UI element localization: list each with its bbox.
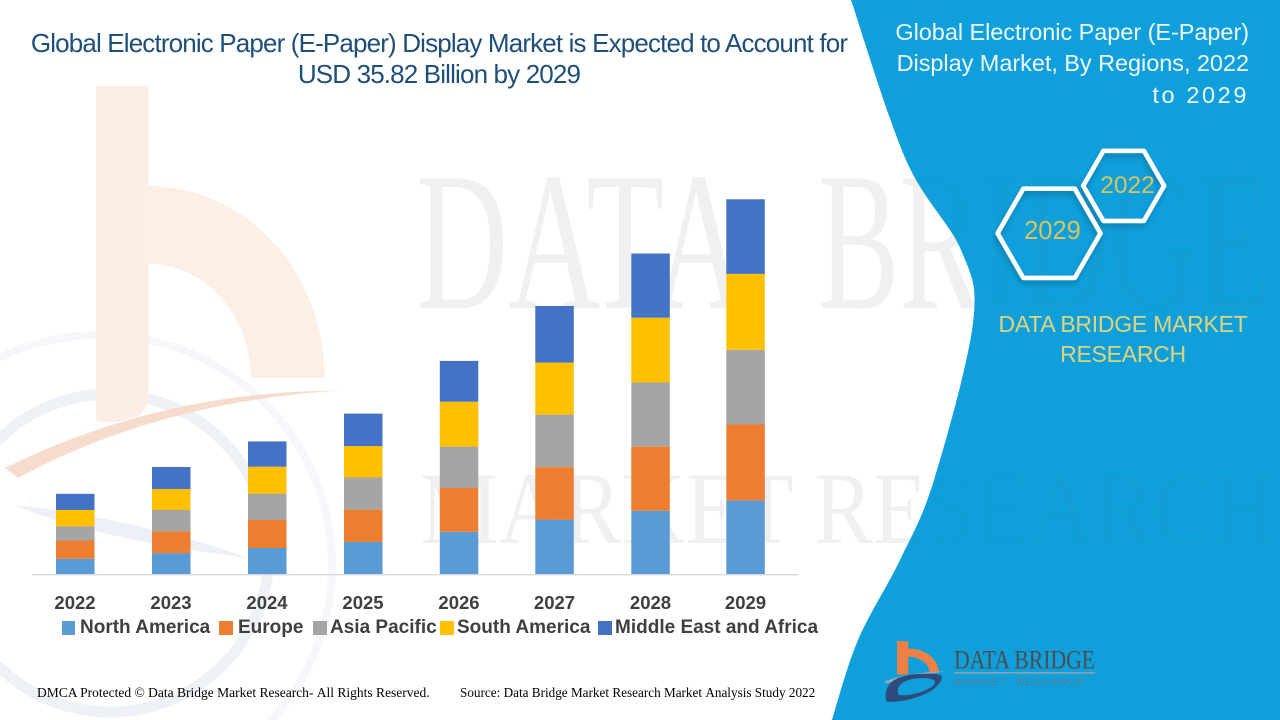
svg-text:DATA BRIDGE: DATA BRIDGE: [954, 646, 1095, 675]
svg-text:MARKET RESEARCH: MARKET RESEARCH: [955, 677, 1085, 688]
